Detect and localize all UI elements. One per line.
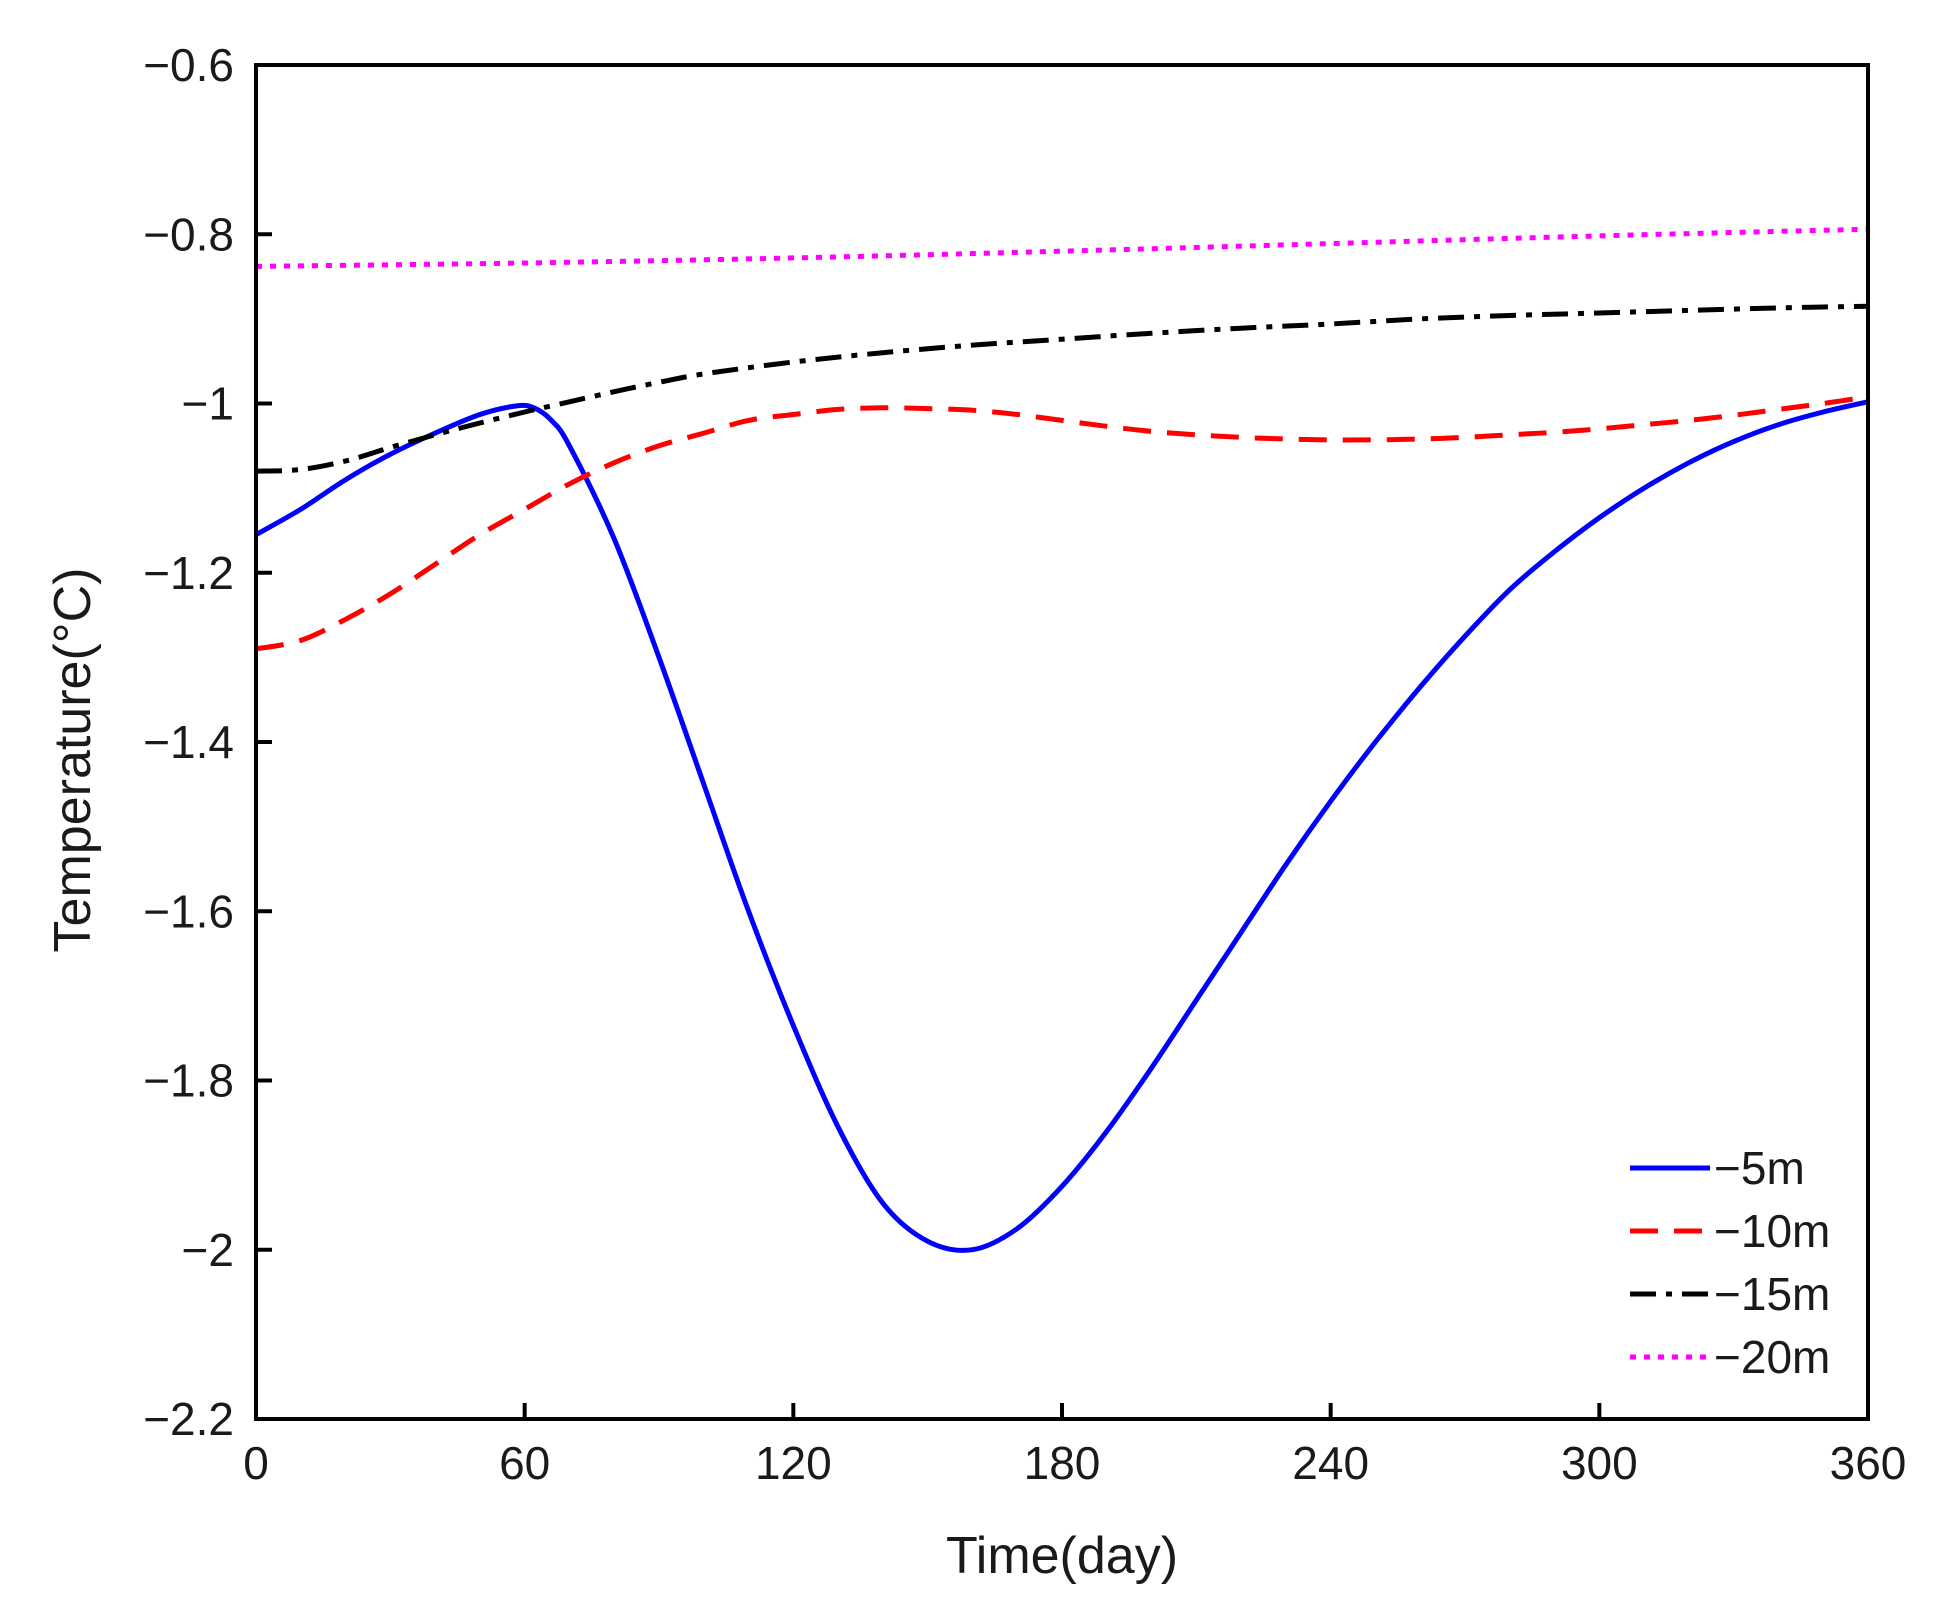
axis-ticks bbox=[254, 63, 1870, 1421]
x-tick-label: 240 bbox=[1292, 1437, 1369, 1489]
legend-label-2: −10m bbox=[1714, 1205, 1830, 1257]
x-axis-label: Time(day) bbox=[946, 1527, 1178, 1585]
series-line-1 bbox=[254, 399, 1869, 1253]
plot-area-frame bbox=[254, 63, 1870, 1421]
y-tick-label: −1.4 bbox=[143, 716, 234, 768]
y-tick-label: −1.2 bbox=[143, 547, 234, 599]
y-tick-label: −2 bbox=[182, 1224, 234, 1276]
y-tick-label: −0.6 bbox=[143, 39, 234, 91]
x-tick-label: 360 bbox=[1830, 1437, 1907, 1489]
y-tick-label: −0.8 bbox=[143, 208, 234, 260]
y-tick-label: −1.8 bbox=[143, 1055, 234, 1107]
x-tick-label: 120 bbox=[755, 1437, 832, 1489]
x-tick-label: 180 bbox=[1024, 1437, 1101, 1489]
x-tick-label: 0 bbox=[243, 1437, 269, 1489]
legend: −5m −10m −15m −20m bbox=[1630, 1142, 1830, 1383]
x-tick-label: 300 bbox=[1561, 1437, 1638, 1489]
series-line-2 bbox=[255, 394, 1869, 652]
series-layer bbox=[254, 226, 1869, 1253]
y-axis-label: Temperature(°C) bbox=[44, 568, 102, 953]
series-line-3 bbox=[255, 303, 1869, 474]
legend-label-3: −15m bbox=[1714, 1268, 1830, 1320]
series-line-4 bbox=[255, 226, 1869, 269]
legend-label-4: −20m bbox=[1714, 1331, 1830, 1383]
legend-label-1: −5m bbox=[1714, 1142, 1805, 1194]
y-tick-label: −2.2 bbox=[143, 1393, 234, 1445]
y-tick-label: −1.6 bbox=[143, 885, 234, 937]
axis-tick-labels: 0 60 120 180 240 300 360 −0.6 −0.8 −1 −1.2 −1.4 −1.6… bbox=[143, 39, 1906, 1489]
x-tick-label: 60 bbox=[499, 1437, 550, 1489]
y-tick-label: −1 bbox=[182, 378, 234, 430]
